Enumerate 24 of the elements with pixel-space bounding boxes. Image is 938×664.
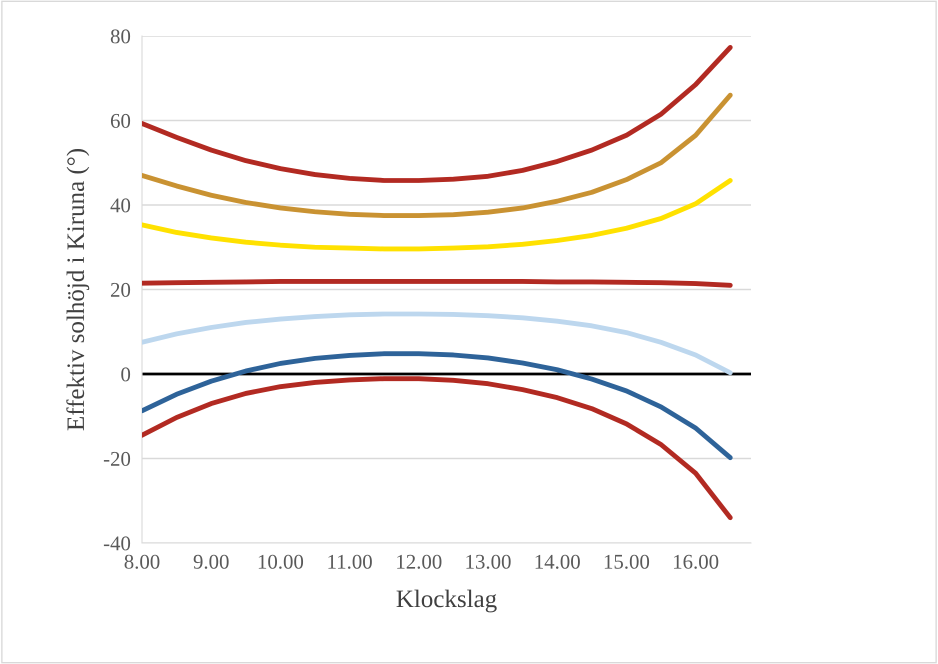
- y-tick-label: 40: [110, 198, 130, 212]
- x-tick-label: 11.00: [328, 554, 372, 569]
- x-tick-label: 9.00: [194, 554, 229, 569]
- line-series: [142, 312, 733, 376]
- line-series: [142, 376, 733, 520]
- y-axis-title: Effektiv solhöjd i Kiruna (°): [66, 149, 90, 430]
- x-tick-label: 14.00: [536, 554, 580, 569]
- line-series: [142, 44, 733, 183]
- line-series: [142, 92, 733, 218]
- y-tick-label: -20: [104, 452, 130, 466]
- y-tick-label: 20: [110, 282, 130, 297]
- y-tick-label: -40: [104, 536, 130, 550]
- x-axis-title: Klockslag: [396, 590, 497, 612]
- y-tick-label: 60: [110, 114, 130, 128]
- x-tick-label: 10.00: [258, 554, 304, 569]
- x-tick-label: 8.00: [124, 554, 160, 569]
- line-series: [142, 351, 733, 460]
- x-tick-label: 12.00: [397, 554, 442, 569]
- y-tick-label: 0: [121, 367, 130, 382]
- line-series: [142, 178, 733, 252]
- x-tick-label: 13.00: [466, 554, 511, 569]
- x-tick-label: 15.00: [604, 554, 650, 569]
- x-tick-label: 16.00: [674, 554, 718, 569]
- y-tick-label: 80: [110, 29, 130, 44]
